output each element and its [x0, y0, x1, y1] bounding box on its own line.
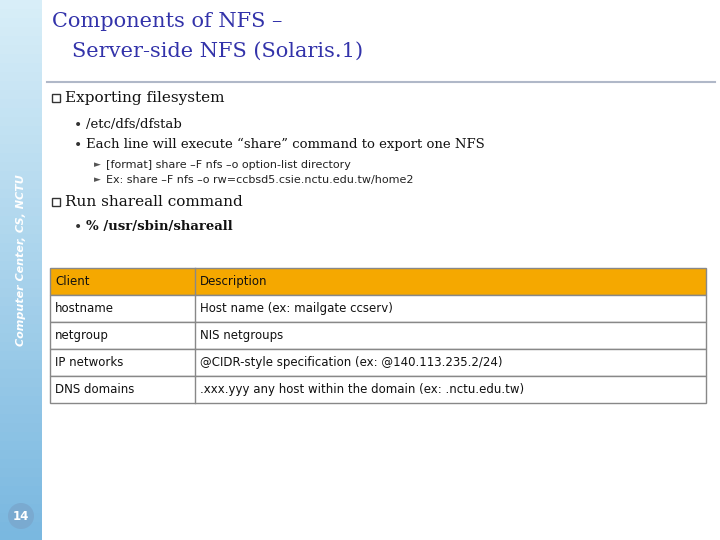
Text: Server-side NFS (Solaris.1): Server-side NFS (Solaris.1) — [72, 42, 363, 61]
Bar — [0, 441, 42, 451]
Text: •: • — [74, 118, 82, 132]
Text: ►: ► — [94, 160, 101, 169]
Bar — [0, 495, 42, 505]
Text: Host name (ex: mailgate ccserv): Host name (ex: mailgate ccserv) — [200, 302, 393, 315]
Text: [format] share –F nfs –o option-list directory: [format] share –F nfs –o option-list dir… — [106, 160, 351, 170]
Text: NIS netgroups: NIS netgroups — [200, 329, 283, 342]
Text: •: • — [74, 220, 82, 234]
Text: Ex: share –F nfs –o rw=ccbsd5.csie.nctu.edu.tw/home2: Ex: share –F nfs –o rw=ccbsd5.csie.nctu.… — [106, 175, 413, 185]
Text: Client: Client — [55, 275, 89, 288]
Bar — [0, 387, 42, 397]
Bar — [0, 18, 42, 28]
Bar — [0, 234, 42, 244]
Bar — [0, 216, 42, 226]
Bar — [0, 450, 42, 460]
Bar — [0, 369, 42, 379]
Bar — [0, 9, 42, 19]
Bar — [0, 99, 42, 109]
Bar — [0, 207, 42, 217]
Bar — [52, 198, 60, 206]
Text: Components of NFS –: Components of NFS – — [52, 12, 282, 31]
Bar — [0, 117, 42, 127]
Bar — [0, 261, 42, 271]
Text: Computer Center, CS, NCTU: Computer Center, CS, NCTU — [16, 174, 26, 346]
Bar — [0, 135, 42, 145]
Bar — [0, 171, 42, 181]
Text: .xxx.yyy any host within the domain (ex: .nctu.edu.tw): .xxx.yyy any host within the domain (ex:… — [200, 383, 524, 396]
Bar — [0, 522, 42, 532]
Bar — [50, 268, 706, 295]
Bar — [0, 252, 42, 262]
Text: Description: Description — [200, 275, 268, 288]
Bar — [0, 351, 42, 361]
Bar — [0, 297, 42, 307]
Bar — [0, 513, 42, 523]
Bar — [0, 378, 42, 388]
Text: 14: 14 — [13, 510, 30, 523]
Bar — [50, 376, 706, 403]
Bar — [0, 144, 42, 154]
Text: •: • — [74, 138, 82, 152]
Text: hostname: hostname — [55, 302, 114, 315]
Bar — [50, 322, 706, 349]
Text: @CIDR-style specification (ex: @140.113.235.2/24): @CIDR-style specification (ex: @140.113.… — [200, 356, 503, 369]
Bar — [0, 243, 42, 253]
Text: DNS domains: DNS domains — [55, 383, 135, 396]
Bar — [0, 396, 42, 406]
Bar — [0, 360, 42, 370]
Bar — [0, 225, 42, 235]
Bar — [0, 531, 42, 540]
Bar — [0, 189, 42, 199]
Bar — [0, 27, 42, 37]
Bar — [0, 315, 42, 325]
Bar — [0, 468, 42, 478]
Bar — [0, 504, 42, 514]
Bar — [0, 270, 42, 280]
Bar — [0, 342, 42, 352]
Text: /etc/dfs/dfstab: /etc/dfs/dfstab — [86, 118, 181, 131]
Bar — [0, 432, 42, 442]
Text: IP networks: IP networks — [55, 356, 123, 369]
Bar — [0, 486, 42, 496]
Bar — [0, 36, 42, 46]
Bar — [50, 349, 706, 376]
Bar — [0, 198, 42, 208]
Bar — [0, 459, 42, 469]
Bar — [0, 279, 42, 289]
Bar — [0, 414, 42, 424]
Bar — [0, 72, 42, 82]
Text: Each line will execute “share” command to export one NFS: Each line will execute “share” command t… — [86, 138, 485, 151]
Bar — [0, 153, 42, 163]
Bar — [0, 288, 42, 298]
Text: netgroup: netgroup — [55, 329, 109, 342]
Text: ►: ► — [94, 175, 101, 184]
Bar — [0, 108, 42, 118]
Bar — [0, 162, 42, 172]
Bar — [0, 54, 42, 64]
Bar — [0, 423, 42, 433]
Text: % /usr/sbin/shareall: % /usr/sbin/shareall — [86, 220, 233, 233]
Bar — [52, 94, 60, 102]
Bar — [0, 90, 42, 100]
Text: Run shareall command: Run shareall command — [65, 195, 243, 209]
Text: Exporting filesystem: Exporting filesystem — [65, 91, 225, 105]
Bar — [0, 333, 42, 343]
Circle shape — [8, 503, 34, 529]
Bar — [0, 324, 42, 334]
Bar — [0, 405, 42, 415]
Bar — [50, 295, 706, 322]
Bar — [0, 81, 42, 91]
Bar — [0, 126, 42, 136]
Bar — [0, 477, 42, 487]
Bar — [0, 306, 42, 316]
Bar — [0, 63, 42, 73]
Bar — [0, 180, 42, 190]
Bar — [0, 0, 42, 10]
Bar — [0, 45, 42, 55]
